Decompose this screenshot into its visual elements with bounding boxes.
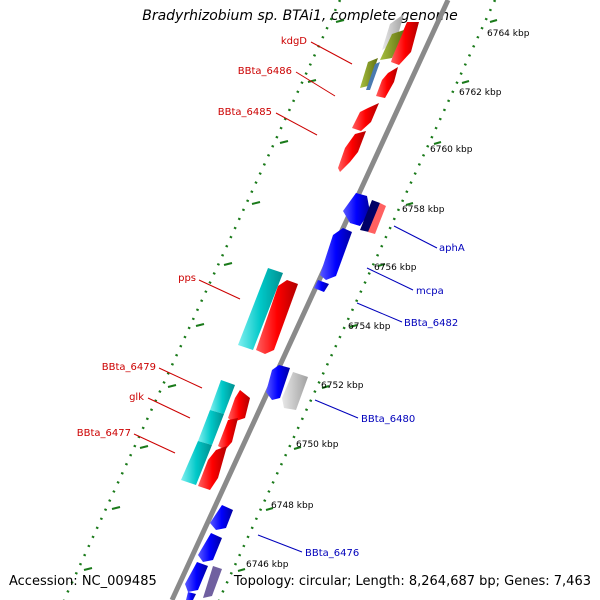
tick-label: 6762 kbp [459,88,502,98]
gene-arrow[interactable] [360,200,380,232]
gene-arrow[interactable] [198,446,227,490]
gene-arrow[interactable] [338,131,366,172]
gene-arrow[interactable] [376,67,398,98]
gene-label-kdgD[interactable]: kdgD [281,36,307,47]
gene-arrow[interactable] [314,280,329,292]
cyan-genes [181,268,283,485]
reverse-label-connectors [257,225,438,553]
gene-label-aphA[interactable]: aphA [439,243,465,254]
gene-arrow[interactable] [266,365,290,400]
gene-label-bbta-6477[interactable]: BBta_6477 [77,428,131,439]
gene-arrow[interactable] [210,380,235,414]
outer-tick-marks [83,19,345,571]
gene-arrow[interactable] [343,193,370,226]
gene-arrow[interactable] [320,228,352,280]
inner-dotted-track [217,0,497,600]
tick-label: 6760 kbp [430,145,473,155]
gene-arrow[interactable] [282,372,308,410]
gene-arrow[interactable] [256,280,298,354]
gene-label-bbta-6479[interactable]: BBta_6479 [102,362,156,373]
gene-arrow[interactable] [181,441,212,485]
tick-label: 6750 kbp [296,440,339,450]
tick-label: 6746 kbp [246,560,289,570]
reverse-genes [185,193,386,600]
gene-arrow[interactable] [380,30,404,60]
gene-label-glk[interactable]: glk [129,392,144,403]
gene-arrow[interactable] [210,505,233,530]
tick-label: 6764 kbp [487,29,530,39]
tick-label: 6758 kbp [402,205,445,215]
far-dotted-track [279,0,555,600]
gene-arrow[interactable] [368,203,386,234]
gene-label-mcpa[interactable]: mcpa [416,286,444,297]
gene-arrow[interactable] [382,14,404,50]
gene-arrow[interactable] [185,562,208,592]
gene-label-bbta-6476[interactable]: BBta_6476 [305,548,359,559]
topology-label: Topology: circular; Length: 8,264,687 bp… [233,574,591,589]
genome-title: Bradyrhizobium sp. BTAi1, complete genom… [142,8,458,24]
forward-label-connectors [133,41,353,454]
inner-tick-marks [237,19,498,572]
gene-label-bbta-6482[interactable]: BBta_6482 [404,318,458,329]
outer-dotted-track [62,0,342,600]
tick-label: 6756 kbp [374,263,417,273]
forward-genes [198,22,419,490]
gene-label-bbta-6485[interactable]: BBta_6485 [218,107,272,118]
accession-label: Accession: NC_009485 [9,574,157,589]
genome-backbone [169,0,451,600]
gene-arrow[interactable] [228,390,250,422]
gene-arrow[interactable] [218,418,238,450]
tick-label: 6752 kbp [321,381,364,391]
gene-arrow[interactable] [366,62,380,90]
gene-arrow[interactable] [352,103,379,131]
gene-arrow[interactable] [186,592,196,600]
gene-arrow[interactable] [360,58,378,88]
gene-arrow[interactable] [391,22,419,65]
gene-arrow[interactable] [203,566,222,598]
tick-label: 6748 kbp [271,501,314,511]
gene-arrow[interactable] [198,410,224,445]
gene-arrow[interactable] [238,268,283,350]
gene-label-bbta-6486[interactable]: BBta_6486 [238,66,292,77]
gene-label-pps[interactable]: pps [178,273,196,284]
gene-arrow[interactable] [198,533,222,562]
tick-label: 6754 kbp [348,322,391,332]
gene-label-bbta-6480[interactable]: BBta_6480 [361,414,415,425]
